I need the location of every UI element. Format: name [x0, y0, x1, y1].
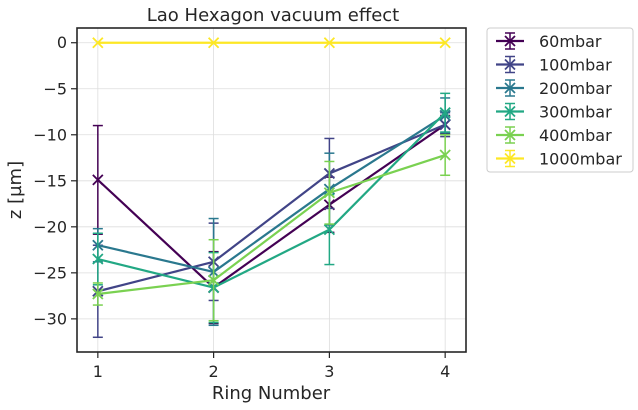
marker-stroke	[504, 58, 516, 71]
y-tick-label: −25	[33, 263, 67, 282]
data-point	[439, 37, 451, 49]
data-point	[323, 187, 336, 199]
y-tick-label: −10	[33, 125, 67, 144]
series-line	[97, 123, 446, 289]
legend-item: 300mbar	[496, 103, 612, 122]
series-line	[97, 111, 446, 289]
y-tick-label: −5	[43, 79, 67, 98]
data-point	[323, 37, 336, 49]
x-tick-label: 1	[93, 362, 103, 381]
data-point	[92, 288, 104, 300]
marker-stroke	[439, 149, 451, 161]
marker-stroke	[92, 174, 104, 186]
legend-item: 1000mbar	[496, 150, 622, 169]
legend-label: 200mbar	[539, 79, 612, 98]
legend-label: 60mbar	[539, 32, 602, 51]
data-point	[439, 149, 451, 161]
data-point	[92, 253, 104, 265]
series-line	[97, 123, 446, 293]
series-line	[97, 153, 446, 296]
y-tick-label: −30	[33, 309, 67, 328]
y-tick-label: −15	[33, 171, 67, 190]
series-layer	[92, 37, 451, 339]
legend-label: 1000mbar	[539, 150, 622, 169]
marker-stroke	[504, 152, 516, 165]
data-point	[207, 274, 220, 286]
legend-marker	[504, 82, 516, 94]
chart-title: Lao Hexagon vacuum effect	[147, 5, 400, 26]
y-axis-label: z [µm]	[5, 161, 26, 219]
legend-item: 400mbar	[496, 126, 612, 145]
data-point	[323, 223, 336, 236]
marker-stroke	[207, 274, 220, 286]
x-axis-label: Ring Number	[212, 383, 331, 404]
x-tick-label: 3	[324, 362, 334, 381]
marker-stroke	[207, 37, 220, 49]
ticks: 1 2 3 4 0 −5 −10 −15 −20 −25 −30	[33, 33, 450, 381]
x-tick-label: 2	[209, 362, 219, 381]
marker-stroke	[504, 105, 516, 118]
legend-item: 60mbar	[496, 32, 602, 51]
legend-label: 100mbar	[539, 56, 612, 75]
marker-stroke	[439, 107, 451, 119]
legend: 60mbar 100mbar 200mbar 300mbar 400mbar 1000mb…	[486, 27, 634, 173]
data-point	[207, 37, 220, 49]
legend-marker	[504, 152, 516, 165]
legend-item: 200mbar	[496, 79, 612, 98]
legend-items: 60mbar 100mbar 200mbar 300mbar 400mbar 1000mb…	[496, 32, 622, 169]
series-1000mbar	[92, 37, 451, 49]
plot-frame	[76, 27, 467, 353]
marker-stroke	[504, 35, 516, 47]
data-point	[439, 107, 451, 119]
legend-label: 300mbar	[539, 103, 612, 122]
legend-marker	[504, 105, 516, 118]
legend-marker	[504, 35, 516, 47]
marker-stroke	[323, 223, 336, 236]
x-tick-label: 4	[440, 362, 450, 381]
marker-stroke	[504, 129, 516, 141]
marker-stroke	[323, 187, 336, 199]
marker-stroke	[92, 37, 104, 49]
marker-stroke	[92, 253, 104, 265]
y-tick-label: −20	[33, 217, 67, 236]
series-400mbar	[92, 134, 451, 322]
data-point	[92, 37, 104, 49]
marker-stroke	[323, 37, 336, 49]
data-point	[92, 174, 104, 186]
legend-marker	[504, 129, 516, 141]
legend-label: 400mbar	[539, 126, 612, 145]
marker-stroke	[439, 37, 451, 49]
y-tick-label: 0	[57, 33, 67, 52]
legend-marker	[504, 58, 516, 71]
series-line	[97, 114, 446, 274]
marker-stroke	[504, 82, 516, 94]
legend-item: 100mbar	[496, 56, 612, 75]
marker-stroke	[92, 288, 104, 300]
grid	[77, 28, 466, 352]
series-200mbar	[92, 97, 451, 327]
